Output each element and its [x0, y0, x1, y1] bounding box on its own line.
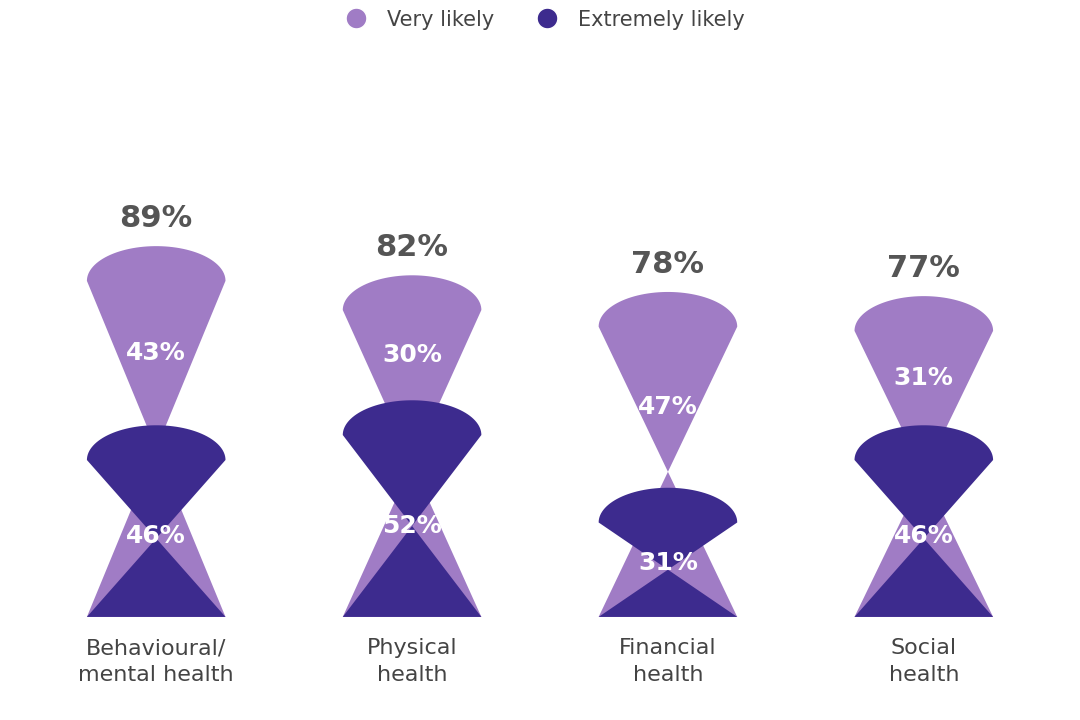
Text: 82%: 82%: [376, 233, 448, 262]
Text: 46%: 46%: [894, 524, 954, 549]
Text: 77%: 77%: [888, 253, 960, 283]
Text: 78%: 78%: [632, 250, 704, 279]
Text: 46%: 46%: [126, 524, 186, 549]
Text: 31%: 31%: [638, 551, 698, 575]
Text: 31%: 31%: [894, 366, 954, 390]
PathPatch shape: [854, 426, 994, 617]
Text: Financial
health: Financial health: [619, 638, 717, 685]
Text: 89%: 89%: [120, 204, 193, 233]
PathPatch shape: [598, 292, 738, 617]
PathPatch shape: [86, 426, 226, 617]
Text: 43%: 43%: [126, 341, 186, 365]
PathPatch shape: [342, 275, 482, 617]
PathPatch shape: [342, 400, 482, 617]
Text: 52%: 52%: [382, 514, 442, 538]
Text: Behavioural/
mental health: Behavioural/ mental health: [79, 638, 234, 685]
Text: Physical
health: Physical health: [367, 638, 457, 685]
PathPatch shape: [86, 246, 226, 617]
Text: 30%: 30%: [382, 343, 442, 367]
PathPatch shape: [598, 487, 738, 617]
Legend: Very likely, Extremely likely: Very likely, Extremely likely: [327, 1, 753, 38]
Text: 47%: 47%: [638, 395, 698, 419]
PathPatch shape: [854, 296, 994, 617]
Text: Social
health: Social health: [889, 638, 959, 685]
